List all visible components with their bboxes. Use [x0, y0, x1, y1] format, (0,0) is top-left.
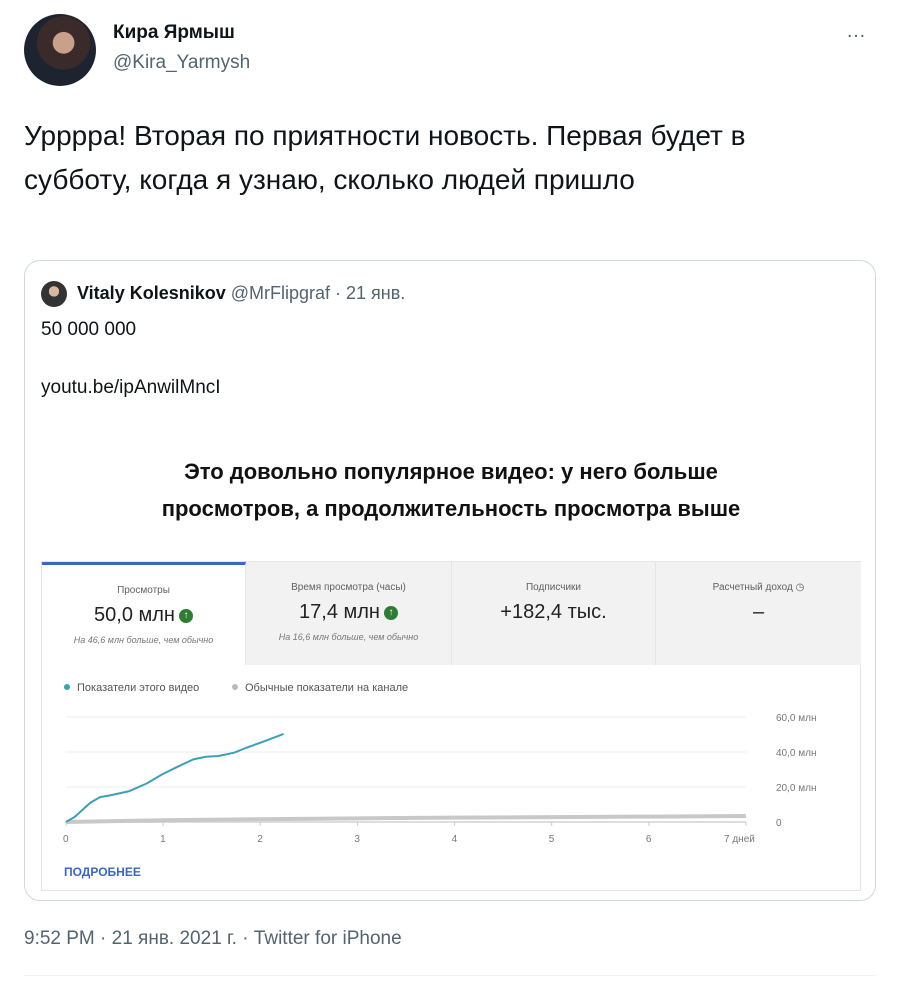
- views-chart: 0 20,0 млн 40,0 млн 60,0 млн 0 1 2 3 4 5 6 7 дней: [63, 713, 816, 845]
- tab-value: 17,4 млн: [299, 601, 380, 623]
- quote-avatar: [41, 281, 67, 307]
- quote-meta: @MrFlipgraf · 21 янв.: [230, 283, 406, 303]
- tab-label: Время просмотра (часы): [291, 582, 406, 593]
- y-tick-label: 40,0 млн: [776, 748, 816, 759]
- x-tick-label: 6: [646, 834, 652, 845]
- x-tick-label: 3: [354, 834, 360, 845]
- x-tick-label: 2: [257, 834, 263, 845]
- x-tick-label: 5: [549, 834, 555, 845]
- arrow-up-icon: ↑: [178, 609, 193, 623]
- quote-header: Vitaly Kolesnikov @MrFlipgraf · 21 янв.: [77, 283, 405, 304]
- tab-value: 50,0 млн: [94, 604, 175, 626]
- tab-revenue: Расчетный доход ◷ –: [656, 562, 861, 665]
- quote-text: 50 000 000: [41, 319, 137, 340]
- quote-link[interactable]: youtu.be/ipAnwilMncI: [41, 377, 221, 398]
- series-line-typical: [65, 814, 747, 824]
- more-details-link[interactable]: ПОДРОБНЕЕ: [64, 865, 141, 879]
- x-tick-label: 7 дней: [724, 834, 755, 845]
- x-tick-label: 4: [452, 834, 458, 845]
- tab-value: –: [752, 601, 765, 623]
- legend-label: Показатели этого видео: [77, 682, 200, 694]
- divider: [24, 975, 876, 976]
- legend-dot: [232, 684, 238, 690]
- x-tick-label: 1: [160, 834, 166, 845]
- y-tick-label: 60,0 млн: [776, 713, 816, 724]
- author-avatar[interactable]: [24, 14, 96, 86]
- x-tick-label: 0: [63, 834, 69, 845]
- tab-sub: На 16,6 млн больше, чем обычно: [278, 632, 419, 642]
- more-options-icon[interactable]: …: [846, 20, 867, 42]
- arrow-up-icon: ↑: [383, 606, 398, 620]
- quote-author-name: Vitaly Kolesnikov: [77, 283, 226, 303]
- tab-watch-time: Время просмотра (часы) 17,4 млн ↑ На 16,6…: [246, 562, 452, 665]
- tweet-timestamp[interactable]: 9:52 PM · 21 янв. 2021 г. · Twitter for …: [24, 928, 402, 949]
- heading-line: просмотров, а продолжительность просмотр…: [161, 496, 741, 521]
- author-name[interactable]: Кира Ярмыш: [113, 22, 235, 43]
- image-heading: Это довольно популярное видео: у него бо…: [25, 453, 875, 527]
- tweet-text: Урррра! Вторая по приятности новость. Пе…: [24, 120, 746, 195]
- tab-subscribers: Подписчики +182,4 тыс.: [452, 562, 656, 665]
- quoted-tweet[interactable]: Vitaly Kolesnikov @MrFlipgraf · 21 янв. …: [24, 260, 876, 901]
- series-line-this-video: [65, 733, 284, 823]
- author-handle[interactable]: @Kira_Yarmysh: [113, 52, 251, 73]
- legend-item: Обычные показатели на канале: [232, 682, 408, 694]
- tab-label: Подписчики: [525, 582, 581, 593]
- tab-label: Расчетный доход: [712, 582, 793, 593]
- legend-dot: [64, 684, 70, 690]
- heading-line: Это довольно популярное видео: у него бо…: [184, 459, 718, 484]
- y-tick-label: 20,0 млн: [776, 783, 816, 794]
- tab-value: +182,4 тыс.: [500, 601, 607, 623]
- tab-label: Просмотры: [117, 585, 170, 596]
- legend-item: Показатели этого видео: [64, 682, 199, 694]
- y-tick-label: 0: [776, 818, 782, 829]
- analytics-card: Просмотры 50,0 млн ↑ На 46,6 млн больше, …: [41, 561, 861, 891]
- tab-views: Просмотры 50,0 млн ↑ На 46,6 млн больше, …: [42, 562, 246, 665]
- clock-icon: ◷: [795, 582, 805, 593]
- tab-sub: На 46,6 млн больше, чем обычно: [73, 635, 214, 645]
- legend-label: Обычные показатели на канале: [245, 682, 409, 694]
